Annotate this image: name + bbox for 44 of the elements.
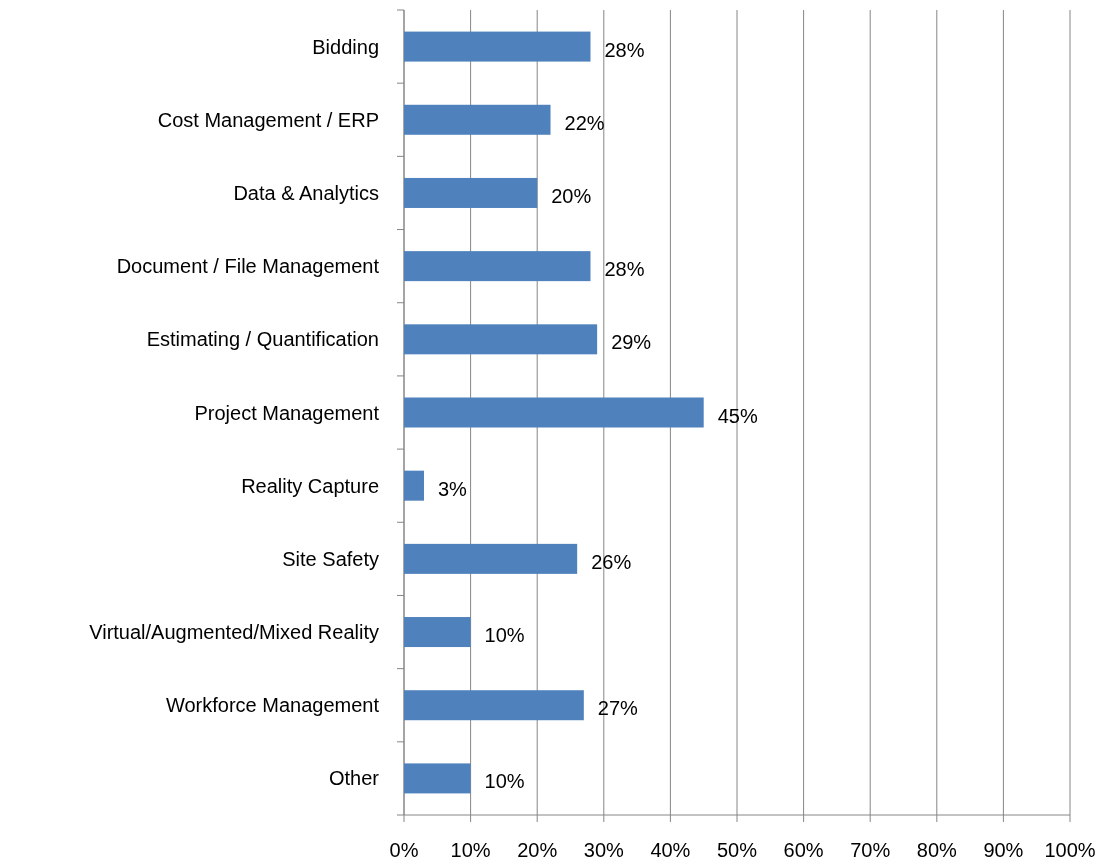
y-tick-label: Other xyxy=(328,767,380,790)
data-label: 27% xyxy=(597,697,639,720)
bar xyxy=(404,31,591,62)
data-label: 28% xyxy=(604,38,645,61)
x-tick-label: 10% xyxy=(450,839,491,861)
data-label: 29% xyxy=(611,331,652,354)
x-tick-label: 70% xyxy=(850,839,891,861)
bar xyxy=(404,763,471,794)
y-tick-label: Reality Capture xyxy=(241,474,379,497)
x-tick-label: 30% xyxy=(583,839,625,861)
bar xyxy=(404,104,551,135)
bar xyxy=(404,617,471,648)
x-tick-label: 40% xyxy=(650,839,691,861)
bar xyxy=(404,397,704,428)
bar xyxy=(404,251,591,282)
y-tick-label: Workforce Management xyxy=(165,694,380,717)
data-label: 45% xyxy=(717,404,758,427)
x-tick-label: 90% xyxy=(983,839,1024,861)
data-label: 22% xyxy=(564,111,605,134)
y-tick-label: Site Safety xyxy=(282,547,379,570)
y-tick-label: Estimating / Quantification xyxy=(146,328,379,351)
x-tick-label: 100% xyxy=(1044,839,1096,861)
x-tick-label: 60% xyxy=(783,839,824,861)
x-tick-label: 0% xyxy=(389,839,419,861)
x-tick-label: 20% xyxy=(517,839,558,861)
bar xyxy=(404,324,598,355)
x-tick-label: 80% xyxy=(916,839,958,861)
bar xyxy=(404,470,424,501)
y-tick-label: Data & Analytics xyxy=(233,181,379,204)
y-tick-label: Project Management xyxy=(194,401,380,424)
data-label: 10% xyxy=(484,770,525,793)
bar xyxy=(404,543,578,574)
y-tick-label: Cost Management / ERP xyxy=(157,108,379,131)
x-tick-label: 50% xyxy=(716,839,758,861)
data-label: 26% xyxy=(591,550,632,573)
bar xyxy=(404,177,538,208)
bar xyxy=(404,690,584,721)
data-label: 3% xyxy=(437,477,468,500)
data-label: 28% xyxy=(604,258,645,281)
y-tick-label: Virtual/Augmented/Mixed Reality xyxy=(89,621,379,644)
data-label: 20% xyxy=(551,184,592,207)
data-label: 10% xyxy=(484,624,525,647)
y-tick-label: Document / File Management xyxy=(116,255,380,278)
y-tick-label: Bidding xyxy=(312,35,379,58)
